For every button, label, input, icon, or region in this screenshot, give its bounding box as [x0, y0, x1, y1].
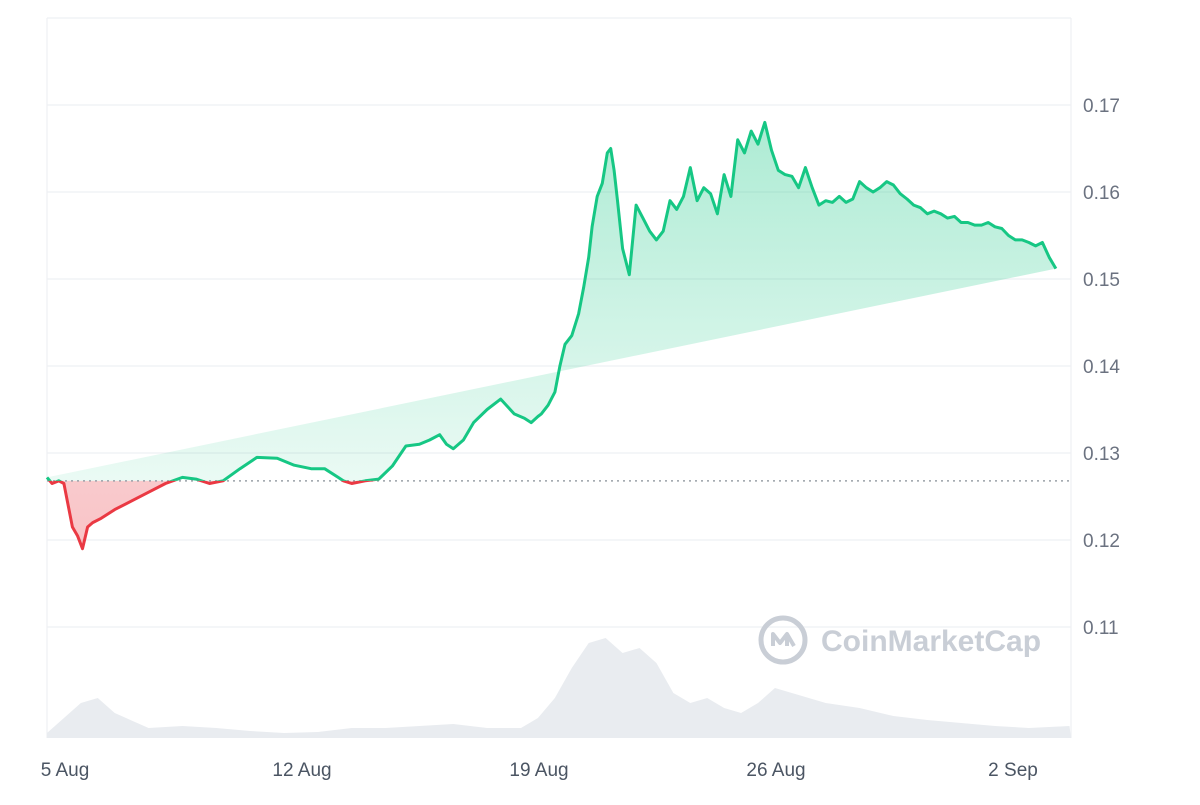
y-tick-label: 0.11 — [1083, 618, 1119, 639]
x-tick-label: 2 Sep — [988, 760, 1038, 781]
watermark: CoinMarketCap — [758, 615, 1041, 665]
price-line-up — [45, 120, 1058, 481]
y-axis: 0.11 0.12 0.13 0.14 0.15 0.16 0.17 — [1083, 96, 1120, 639]
y-tick-label: 0.14 — [1083, 357, 1120, 378]
volume-area — [47, 638, 1071, 738]
volume-shape — [47, 638, 1071, 738]
y-tick-label: 0.15 — [1083, 270, 1120, 291]
x-tick-label: 5 Aug — [41, 760, 90, 781]
price-area — [47, 122, 1056, 549]
y-tick-label: 0.12 — [1083, 531, 1120, 552]
coinmarketcap-logo-icon — [758, 615, 808, 665]
y-tick-label: 0.13 — [1083, 444, 1120, 465]
x-tick-label: 26 Aug — [746, 760, 805, 781]
area-below-baseline — [49, 480, 366, 549]
x-axis: 5 Aug 12 Aug 19 Aug 26 Aug 2 Sep — [41, 760, 1038, 781]
price-line — [45, 120, 1058, 551]
y-tick-label: 0.16 — [1083, 183, 1120, 204]
x-tick-label: 12 Aug — [272, 760, 331, 781]
y-tick-label: 0.17 — [1083, 96, 1120, 117]
price-line-down — [47, 480, 377, 551]
x-tick-label: 19 Aug — [509, 760, 568, 781]
area-above-baseline — [47, 122, 1056, 481]
watermark-text: CoinMarketCap — [821, 625, 1041, 658]
